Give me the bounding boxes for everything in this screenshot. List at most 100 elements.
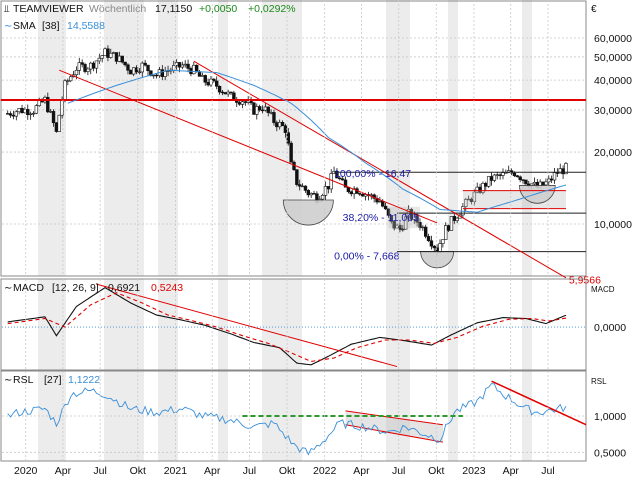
x-tick-label: Apr — [503, 465, 520, 477]
candle — [549, 175, 554, 184]
candle — [340, 175, 345, 181]
panel-frame — [0, 0, 587, 277]
candle — [51, 109, 56, 127]
candle-body — [100, 55, 104, 59]
candle — [235, 96, 239, 107]
candle-body — [123, 61, 127, 66]
background-band — [158, 279, 178, 370]
background-band — [448, 0, 458, 276]
candle — [83, 62, 87, 74]
sma-line — [67, 69, 567, 213]
candle-body — [320, 195, 325, 200]
candle — [352, 186, 356, 199]
candle — [501, 168, 505, 180]
sma-line-icon: ∼ — [4, 21, 12, 32]
candle-body — [489, 176, 494, 181]
candle-body — [303, 185, 308, 191]
candle-body — [326, 186, 331, 190]
candle — [252, 101, 256, 116]
candle — [338, 176, 342, 181]
y-tick-label: 10,0000 — [594, 219, 632, 231]
bowl-left — [282, 199, 334, 226]
period-label: Wöchentlich — [89, 3, 146, 15]
candle — [34, 104, 39, 115]
candle — [495, 171, 499, 180]
candle-body — [392, 221, 396, 229]
candle-body — [403, 216, 408, 230]
candle-body — [323, 186, 328, 196]
x-tick-label: 2020 — [14, 465, 38, 477]
candle — [192, 61, 196, 75]
y-tick-label: 60,0000 — [594, 33, 632, 45]
candle — [541, 181, 545, 186]
rsl-line-icon: ∼ — [4, 375, 12, 386]
candle — [8, 111, 13, 118]
candle-body — [91, 62, 96, 69]
candle — [481, 181, 485, 195]
candle-body — [464, 199, 468, 207]
candle-body — [220, 91, 225, 94]
candle-body — [309, 193, 313, 196]
candle — [326, 186, 331, 194]
candle-body — [237, 102, 242, 105]
candle-body — [335, 170, 339, 179]
candle-body — [263, 106, 268, 111]
bowl-right — [519, 185, 556, 204]
candle-body — [484, 182, 488, 187]
candle-body — [257, 106, 262, 111]
candle-body — [260, 109, 265, 112]
candle-body — [89, 62, 93, 70]
candle — [289, 140, 293, 163]
candle-body — [126, 64, 130, 71]
candle — [69, 74, 73, 83]
background-band — [158, 0, 178, 276]
candle — [140, 61, 144, 77]
x-tick-label: Okt — [428, 465, 444, 477]
candle-body — [449, 216, 454, 231]
x-tick-label: Jul — [93, 465, 106, 477]
candle — [152, 74, 156, 79]
candle — [272, 109, 276, 126]
annotation-label: 38,20% - 11,005 — [343, 212, 419, 224]
candle — [498, 173, 502, 180]
candle-body — [186, 63, 190, 69]
candle — [94, 60, 99, 74]
x-tick-label: 2023 — [462, 465, 486, 477]
candle-body — [17, 108, 21, 113]
candle-body — [74, 69, 79, 76]
rsl-axis-label: RSL — [591, 377, 607, 386]
candle — [77, 57, 81, 75]
candle — [486, 176, 491, 188]
candle — [57, 114, 61, 132]
candle-body — [66, 80, 70, 82]
candle-body — [300, 185, 305, 188]
candle — [472, 189, 477, 206]
candle-body — [398, 224, 402, 230]
candle — [240, 100, 245, 109]
candle-body — [26, 109, 30, 116]
candle — [223, 92, 227, 95]
candle-body — [312, 193, 316, 195]
candle-body — [8, 113, 13, 116]
price-panel: 60,0000 50,0000 40,0000 30,0000 20,0000 10,00… — [0, 0, 632, 287]
candle-body — [48, 111, 53, 113]
candle — [438, 239, 442, 254]
candle — [89, 61, 93, 75]
candle — [335, 168, 339, 179]
trendline-upper — [193, 60, 567, 279]
candle-body — [277, 122, 282, 128]
candle-body — [212, 78, 216, 82]
candle-body — [160, 69, 165, 77]
candle — [306, 189, 311, 198]
candle-body — [495, 174, 499, 176]
candle-body — [194, 64, 199, 72]
rsl-y-tick-label: 1,0000 — [594, 411, 626, 423]
candle — [243, 100, 248, 106]
candle-body — [6, 113, 10, 115]
candle-body — [280, 122, 285, 126]
candle — [386, 208, 391, 218]
macd-params: [12, 26, 9] — [52, 282, 99, 294]
candle-body — [401, 228, 405, 231]
candle-body — [289, 142, 293, 163]
candle-body — [389, 215, 394, 222]
